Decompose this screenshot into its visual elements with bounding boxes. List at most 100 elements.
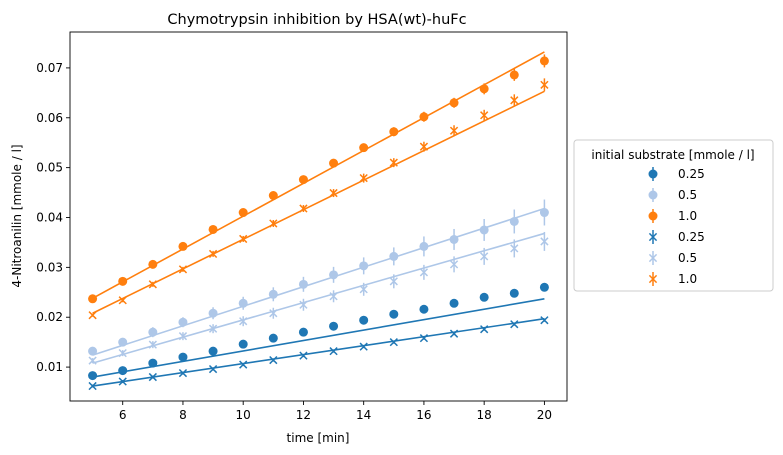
data-point-circle [359,261,369,271]
x-marker-stroke [239,234,248,244]
legend-marker-x [648,253,658,263]
data-point-x [449,260,459,269]
data-point-circle [449,234,459,244]
data-point-circle [359,315,369,325]
data-point-circle [329,270,339,280]
data-point-x [88,311,97,320]
data-point-x [540,237,549,246]
data-point-circle [449,98,459,108]
data-point-circle [329,321,339,331]
data-point-x [510,320,519,329]
y-tick-label: 0.06 [36,111,63,125]
y-tick-label: 0.04 [36,210,63,224]
x-marker-stroke [480,111,489,120]
x-marker-stroke [449,260,459,269]
x-marker-stroke [88,356,97,365]
data-point-x [239,234,248,244]
y-axis: 0.01 0.02 0.03 0.04 0.05 0.06 0.07 [36,61,70,374]
y-tick-label: 0.03 [36,260,63,274]
series-inhibited-1.0 [88,78,549,320]
data-point-circle [178,241,188,251]
data-point-x [269,355,278,365]
plot-frame [69,31,568,402]
data-point-circle [389,127,399,137]
data-point-x [540,316,549,325]
x-tick-label: 20 [537,408,552,422]
data-point-x [208,364,218,374]
data-point-circle [208,224,218,234]
legend-marker-circle [648,211,658,221]
data-point-x [419,268,429,277]
legend-item: 0.25 [648,230,705,244]
x-marker-stroke [359,173,368,183]
data-point-x [239,360,248,369]
data-point-circle [208,308,218,318]
data-point-circle [118,276,128,286]
fit-line-inhibited-1.0 [92,90,545,314]
data-point-x [118,296,127,305]
data-point-x [118,377,127,386]
data-point-circle [449,298,459,308]
x-marker-stroke [359,285,368,294]
data-point-x [329,292,338,301]
data-point-circle [238,339,248,349]
data-point-x [299,300,308,309]
series-inhibited-0.5 [88,231,549,365]
data-point-x [480,325,489,334]
data-point-x [329,347,338,356]
x-marker-stroke [540,316,549,325]
data-point-x [449,329,459,338]
legend-label: 0.25 [678,167,705,181]
x-marker-stroke [88,311,97,320]
x-marker-stroke [178,332,188,341]
x-tick-label: 8 [179,408,187,422]
chart-title: Chymotrypsin inhibition by HSA(wt)-huFc [167,12,466,28]
data-point-x [419,334,429,343]
fit-line-control-0.5 [92,207,545,356]
legend-marker-x [648,274,658,284]
data-point-circle [238,208,248,218]
legend-item: 0.5 [648,251,697,265]
data-point-circle [148,327,158,337]
data-point-x [88,356,97,365]
data-point-x [389,277,398,286]
data-point-circle [208,346,218,356]
x-marker-stroke [540,237,549,246]
data-point-circle [509,216,519,226]
fit-line-control-1.0 [92,51,545,299]
data-point-circle [148,358,158,368]
data-point-x [419,142,429,151]
x-marker-stroke [648,253,658,263]
legend-label: 1.0 [678,272,697,286]
data-point-circle [298,175,308,185]
legend-marker-x [648,232,658,242]
data-point-x [178,332,188,341]
data-point-circle [479,84,489,94]
x-marker-stroke [208,324,218,333]
x-tick-label: 10 [236,408,251,422]
legend-label: 1.0 [678,209,697,223]
legend-item: 0.25 [648,167,705,181]
x-marker-stroke [269,355,278,365]
x-marker-stroke [269,219,278,228]
data-point-circle [539,282,549,292]
y-tick-label: 0.01 [36,360,63,374]
x-marker-stroke [329,292,338,301]
data-point-x [359,342,368,351]
x-marker-stroke [480,252,489,261]
fit-line-inhibited-0.5 [92,232,545,364]
x-tick-label: 16 [416,408,431,422]
x-marker-stroke [648,232,658,242]
legend: initial substrate [mmole / l] 0.25 0.5 1.0… [573,139,774,292]
data-point-circle [298,279,308,289]
x-marker-stroke [208,364,218,374]
data-point-circle [389,309,399,319]
x-marker-stroke [118,296,127,305]
x-marker-stroke [299,204,308,213]
data-point-x [449,126,459,135]
data-point-x [208,324,218,333]
data-point-x [178,265,188,274]
x-marker-stroke [148,280,157,289]
data-point-x [510,244,519,253]
data-point-x [269,309,278,318]
